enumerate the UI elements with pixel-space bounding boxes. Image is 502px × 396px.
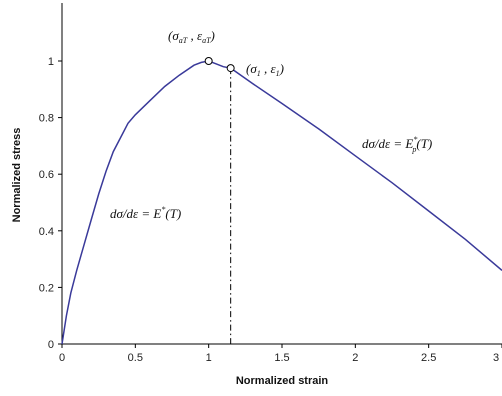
y-tick-label: 0 — [48, 339, 54, 351]
y-tick-label: 0.2 — [39, 282, 54, 294]
peak-point-marker — [204, 57, 213, 65]
marker-label-one: (σ1 , ε1) — [246, 61, 284, 78]
y-tick-label: 0.8 — [39, 113, 54, 125]
marker-label-peak-sub2: aT — [202, 36, 211, 45]
x-tick-label: 0.5 — [128, 352, 143, 364]
point-one-marker — [226, 64, 235, 73]
marker-label-peak: (σaT , εaT) — [168, 28, 215, 45]
y-tick-label: 1 — [48, 56, 54, 68]
marker-label-one-part2: , ε — [261, 61, 277, 76]
marker-label-one-sub2: 1 — [276, 69, 280, 78]
x-ticks: 0 0.5 1 1.5 2 2.5 3 — [59, 344, 502, 364]
marker-label-one-part1: (σ — [246, 61, 257, 76]
x-tick-label: 2.5 — [421, 352, 436, 364]
marker-label-peak-sub1: aT — [179, 36, 188, 45]
x-tick-label: 2 — [352, 352, 358, 364]
marker-label-peak-part1: (σ — [168, 28, 179, 43]
annotation-softening-slope: dσ/dε = E* p(T) — [362, 135, 432, 154]
marker-label-one-part3: ) — [279, 61, 284, 76]
annotation-softening-sub: p — [411, 145, 416, 154]
annotation-loading-slope: dσ/dε = E*(T) — [110, 205, 181, 221]
x-tick-label: 0 — [59, 352, 65, 364]
markers — [204, 57, 235, 73]
annotation-softening-sup: * — [413, 135, 417, 144]
annotation-softening-end: (T) — [416, 136, 432, 151]
y-axis-title: Normalized stress — [11, 128, 23, 223]
y-ticks: 0 0.2 0.4 0.6 0.8 1 — [39, 56, 62, 351]
series-line — [61, 60, 502, 345]
x-axis-title: Normalized strain — [236, 375, 329, 387]
y-tick-label: 0.6 — [39, 169, 54, 181]
x-tick-label: 3 — [493, 352, 499, 364]
annotation-loading-text: dσ/dε = E — [110, 206, 161, 221]
marker-label-one-sub1: 1 — [257, 69, 261, 78]
marker-label-peak-part2: , ε — [187, 28, 203, 43]
x-tick-label: 1 — [206, 352, 212, 364]
annotation-softening-text: dσ/dε = E — [362, 136, 413, 151]
annotation-loading-sup: * — [161, 205, 165, 214]
annotation-loading-end: (T) — [165, 206, 181, 221]
x-tick-label: 1.5 — [274, 352, 289, 364]
y-tick-label: 0.4 — [39, 226, 54, 238]
marker-label-peak-part3: ) — [210, 28, 215, 43]
